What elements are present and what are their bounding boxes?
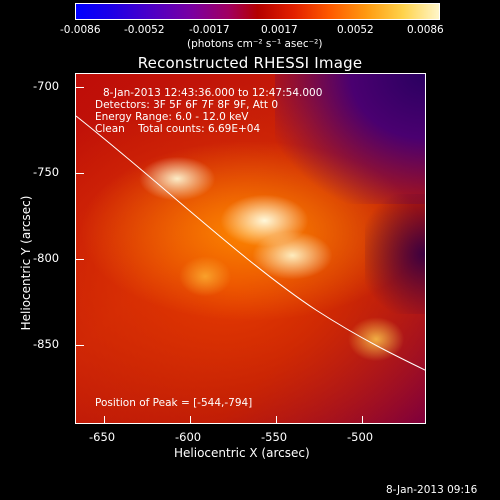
ytick-label: -800	[33, 251, 60, 265]
colorbar-units: (photons cm⁻² s⁻¹ asec⁻²)	[187, 38, 323, 50]
ytick-mark	[76, 345, 84, 346]
peak-position: Position of Peak = [-544,-794]	[95, 397, 253, 409]
colorbar-tick: 0.0086	[407, 24, 444, 36]
rhessi-image	[75, 73, 426, 424]
xtick-mark	[104, 416, 105, 423]
colorbar-tick: -0.0017	[189, 24, 230, 36]
ytick-label: -700	[33, 79, 60, 93]
ytick-mark	[76, 173, 84, 174]
footer-timestamp: 8-Jan-2013 09:16	[386, 484, 478, 496]
image-title: Reconstructed RHESSI Image	[137, 54, 363, 72]
time-range: 8-Jan-2013 12:43:36.000 to 12:47:54.000	[103, 87, 323, 99]
energy-range: Energy Range: 6.0 - 12.0 keV	[95, 111, 249, 123]
colorbar-tick: 0.0017	[261, 24, 298, 36]
solar-limb	[76, 115, 425, 371]
xtick-mark	[362, 416, 363, 423]
ytick-label: -850	[33, 337, 60, 351]
colorbar-tick: 0.0052	[337, 24, 374, 36]
xtick-label: -600	[175, 430, 202, 444]
ytick-mark	[76, 259, 84, 260]
xtick-mark	[276, 416, 277, 423]
y-axis-label: Heliocentric Y (arcsec)	[19, 195, 33, 331]
ytick-label: -750	[33, 165, 60, 179]
dark-edge	[365, 194, 425, 314]
colorbar-tick: -0.0052	[124, 24, 165, 36]
xtick-mark	[190, 416, 191, 423]
xtick-label: -650	[89, 430, 116, 444]
ytick-mark	[76, 87, 84, 88]
xtick-label: -550	[261, 430, 288, 444]
colorbar-tick: -0.0086	[60, 24, 101, 36]
xtick-label: -500	[347, 430, 374, 444]
x-axis-label: Heliocentric X (arcsec)	[174, 446, 310, 460]
detectors: Detectors: 3F 5F 6F 7F 8F 9F, Att 0	[95, 99, 279, 111]
colorbar	[75, 3, 440, 20]
dark-corner	[275, 74, 425, 204]
total-counts: Clean Total counts: 6.69E+04	[95, 123, 261, 135]
